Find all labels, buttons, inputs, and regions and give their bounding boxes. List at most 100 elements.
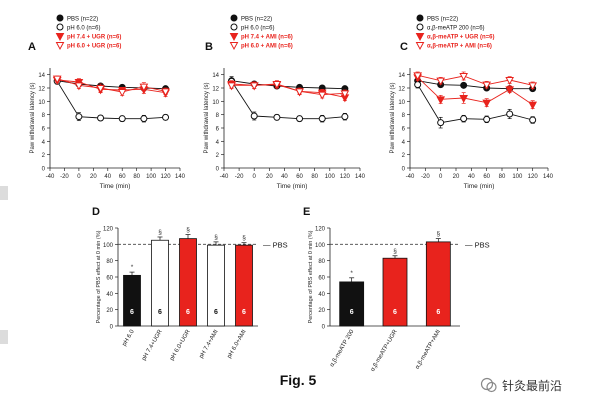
x-tick-label: 40 — [468, 174, 475, 180]
data-point — [118, 115, 126, 123]
series-line — [417, 84, 533, 124]
legend-marker — [56, 14, 64, 22]
x-tick-label: 80 — [311, 174, 318, 180]
data-point — [340, 90, 350, 99]
legend-entry: pH 7.4 + AMI (n=6) — [241, 35, 293, 41]
y-tick-label: 2 — [216, 153, 220, 159]
reference-label: — PBS — [465, 240, 490, 249]
y-tick-label: 8 — [402, 113, 406, 119]
data-point — [317, 91, 327, 100]
x-tick-label: -20 — [60, 174, 69, 180]
series-2 — [414, 80, 537, 129]
data-point — [460, 81, 468, 89]
y-tick-label: 2 — [402, 153, 406, 159]
x-axis-label: Time (min) — [100, 183, 131, 190]
legend-marker — [229, 33, 239, 42]
y-tick-label: 100 — [315, 243, 326, 249]
significance-mark: § — [393, 248, 397, 255]
x-tick-label: 60 — [119, 174, 126, 180]
data-point — [139, 83, 149, 92]
y-tick-label: 0 — [216, 167, 220, 173]
panel-letter: B — [205, 41, 213, 53]
legend-marker — [230, 23, 238, 31]
bar-n-label: 6 — [158, 309, 162, 316]
x-tick-label: 0 — [253, 174, 257, 180]
series-4 — [52, 75, 170, 98]
series-line — [57, 78, 166, 93]
category-label: α,β-meATP+AMI — [415, 329, 443, 371]
data-point — [341, 113, 349, 121]
y-tick-label: 6 — [42, 127, 46, 133]
data-point — [483, 115, 491, 123]
category-label: pH 7.4+UGR — [141, 328, 164, 361]
data-point — [460, 115, 468, 123]
bar-n-label: 6 — [393, 309, 397, 316]
y-tick-label: 120 — [315, 227, 326, 233]
bar-group: § 6 pH 6.0+UGR — [169, 227, 197, 362]
data-point — [161, 88, 170, 97]
y-tick-label: 14 — [212, 73, 219, 79]
data-point — [74, 82, 84, 91]
legend-marker — [55, 33, 65, 42]
figure-caption: Fig. 5 — [279, 372, 317, 388]
y-tick-label: 20 — [106, 308, 113, 314]
legend-marker — [55, 42, 65, 51]
x-tick-label: 80 — [133, 174, 140, 180]
data-point — [437, 119, 445, 127]
data-point — [52, 75, 62, 84]
y-tick-label: 40 — [106, 292, 113, 298]
data-point — [273, 113, 281, 121]
panel-letter: D — [92, 206, 100, 218]
bar-group: § 6 pH 6.0+AMI — [227, 235, 253, 360]
panel-a: A 0 2 4 6 8 10 12 14 -40 -20 0 20 40 60 80 100 120 140 Time… — [28, 14, 186, 190]
series-2 — [53, 77, 170, 123]
legend-entry: pH 6.0 (n=6) — [67, 26, 101, 32]
bar-group: § 6 α,β-meATP+UGR — [370, 248, 408, 373]
watermark: 针灸最前沿 — [480, 376, 562, 394]
data-point — [97, 114, 105, 122]
category-label: pH 7.4+AMI — [199, 329, 220, 360]
bar-n-label: 6 — [214, 309, 218, 316]
series-2 — [228, 76, 349, 123]
data-point — [117, 89, 127, 98]
legend-entry: PBS (n=22) — [427, 17, 458, 23]
data-point — [272, 81, 282, 90]
legend-entry: α,β-meATP + AMI (n=6) — [427, 44, 492, 50]
y-tick-label: 10 — [398, 100, 405, 106]
bar-n-label: 6 — [350, 309, 354, 316]
legend-marker — [415, 33, 425, 42]
series-line — [231, 81, 345, 120]
y-tick-label: 60 — [318, 276, 325, 282]
y-axis-label: Paw withdrawal latency (s) — [30, 82, 36, 153]
x-tick-label: -40 — [406, 174, 415, 180]
data-point — [75, 113, 83, 121]
significance-mark: * — [131, 264, 134, 271]
bar — [339, 281, 365, 327]
panel-letter: C — [400, 41, 408, 53]
significance-mark: § — [186, 227, 190, 234]
data-point — [482, 99, 492, 108]
y-tick-label: 0 — [42, 167, 46, 173]
significance-mark: * — [350, 270, 353, 277]
y-tick-label: 0 — [110, 325, 114, 331]
x-tick-label: 140 — [175, 174, 186, 180]
legend-entry: PBS (n=22) — [67, 17, 98, 23]
x-axis-label: Time (min) — [464, 183, 495, 190]
x-axis-label: Time (min) — [277, 183, 308, 190]
data-point — [162, 113, 170, 121]
significance-mark: § — [437, 231, 441, 238]
legend: PBS (n=22) pH 6.0 (n=6) pH 7.4 + UGR (n=6)… — [55, 14, 121, 51]
legend-entry: pH 6.0 + UGR (n=6) — [67, 44, 121, 50]
y-tick-label: 12 — [398, 87, 405, 93]
legend-marker — [229, 42, 239, 51]
x-tick-label: 40 — [281, 174, 288, 180]
y-tick-label: 60 — [106, 276, 113, 282]
data-point — [250, 112, 258, 120]
x-tick-label: -20 — [421, 174, 430, 180]
y-axis-label: Paw withdrawal latency (s) — [204, 82, 210, 153]
panel-letter: A — [28, 41, 36, 53]
legend-marker — [416, 23, 424, 31]
y-tick-label: 12 — [212, 87, 219, 93]
data-point — [249, 82, 259, 91]
